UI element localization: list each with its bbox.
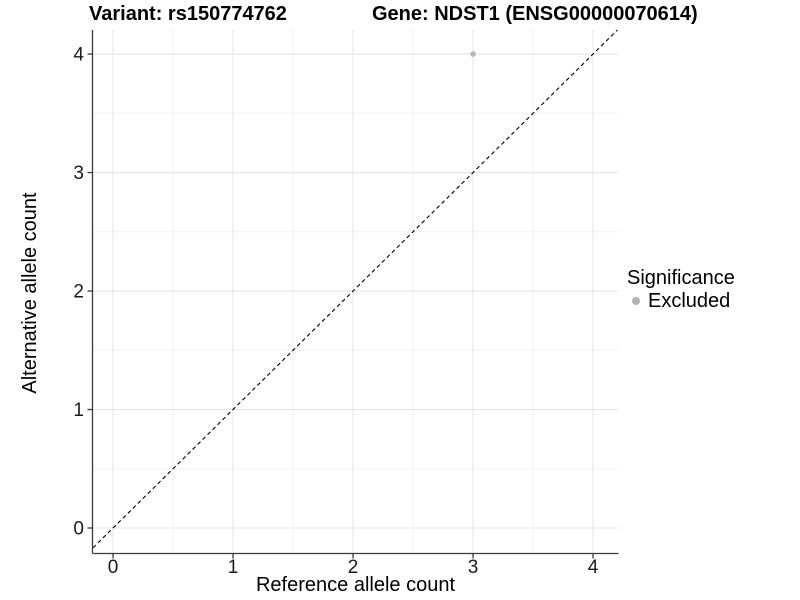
x-tick-label: 0 (108, 557, 119, 578)
legend-item-excluded: Excluded (627, 290, 735, 312)
plot-title-variant: Variant: rs150774762 (89, 3, 287, 25)
legend: Significance Excluded (627, 267, 735, 312)
y-axis-title: Alternative allele count (19, 192, 41, 394)
legend-point-icon (632, 297, 640, 305)
x-axis-title: Reference allele count (255, 574, 455, 596)
y-tick-label: 4 (73, 45, 84, 66)
legend-title: Significance (627, 267, 735, 289)
data-point (470, 51, 476, 57)
plot-title-gene: Gene: NDST1 (ENSG00000070614) (372, 3, 698, 25)
x-tick-label: 2 (348, 557, 359, 578)
y-tick-label: 3 (73, 163, 84, 184)
legend-item-label: Excluded (648, 289, 731, 312)
y-tick-label: 0 (73, 518, 84, 539)
identity-dashed-line (92, 29, 618, 549)
x-tick-label: 1 (228, 557, 239, 578)
y-tick-label: 1 (73, 400, 84, 421)
y-tick-label: 2 (73, 282, 84, 303)
x-tick-label: 4 (588, 557, 599, 578)
x-tick-label: 3 (468, 557, 479, 578)
